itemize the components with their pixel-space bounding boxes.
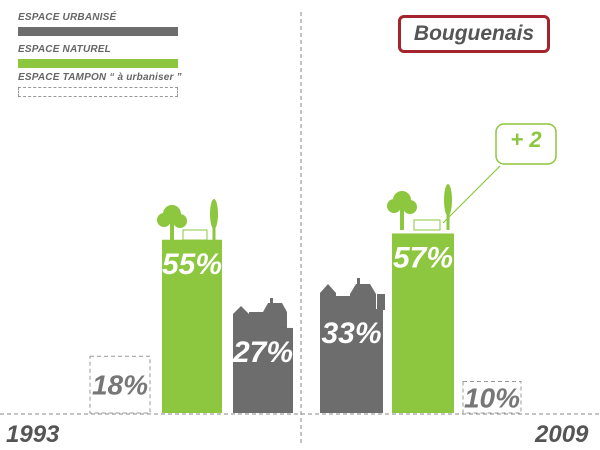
data-label-urbanise-2009: 33% [321,317,381,350]
bar-tampon-1993 [89,355,151,414]
change-callout [442,123,557,224]
bar-urbanise-2009 [320,309,383,413]
tree-icon-1993 [157,199,218,241]
legend-item-naturel: ESPACE NATUREL [18,44,178,68]
tree-icon-2009 [387,184,452,231]
data-label-tampon-1993: 18% [92,370,148,401]
change-callout-label: + 2 [510,127,542,152]
bar-urbanise-1993 [233,327,293,413]
legend-swatch-urbanise [18,27,178,36]
chart-title: Bouguenais [413,22,535,45]
data-labels-group: 55% 27% 18% 57% 33% 10% [92,241,520,413]
legend-item-tampon: ESPACE TAMPON “ à urbaniser ” [18,72,182,97]
legend-label-naturel: ESPACE NATUREL [18,44,111,55]
legend-label-tampon: ESPACE TAMPON “ à urbaniser ” [18,72,182,83]
data-label-naturel-2009: 57% [393,241,453,274]
year-label-1993: 1993 [6,421,60,448]
title-box: Bouguenais [398,15,550,53]
callout-box [495,123,557,165]
bar-naturel-2009 [392,233,454,413]
bar-naturel-1993 [162,239,222,413]
legend-swatch-tampon [18,87,178,97]
bars-group [89,233,522,414]
legend-swatch-naturel [18,59,178,68]
year-label-2009: 2009 [535,421,589,448]
data-label-naturel-1993: 55% [162,248,222,281]
house-icon-1993 [233,298,287,328]
callout-pointer [442,165,501,224]
house-icon-2009 [320,278,385,310]
data-label-urbanise-1993: 27% [232,336,293,369]
legend-item-urbanise: ESPACE URBANISÉ [18,12,178,36]
legend-label-urbanise: ESPACE URBANISÉ [18,12,117,23]
data-label-tampon-2009: 10% [464,382,520,413]
bar-tampon-2009 [462,381,522,414]
